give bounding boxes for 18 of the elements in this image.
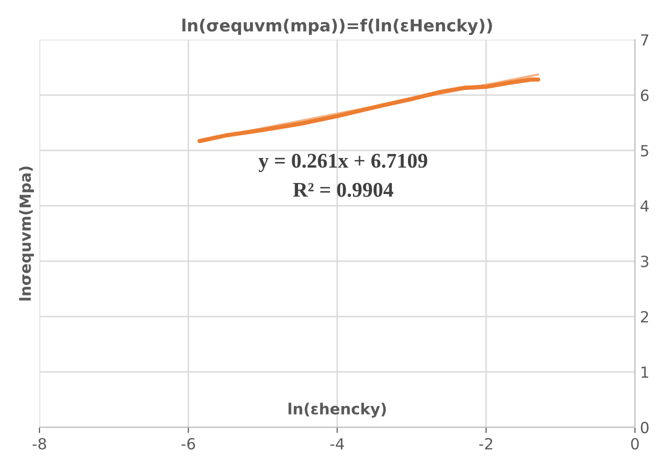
y-tick-label: 2: [640, 311, 648, 322]
y-tick-label: 1: [642, 366, 648, 378]
x-tick-label: -8: [32, 438, 46, 450]
y-tick-label: 3: [640, 256, 648, 268]
y-tick-label: 5: [641, 145, 648, 156]
x-tick-label: -4: [330, 438, 344, 450]
y-axis-title: lnσequvm(Mpa): [19, 166, 34, 300]
x-tick-label: -6: [181, 438, 196, 450]
x-tick-label: -2: [479, 438, 492, 450]
annotation: y = 0.261x + 6.7109: [258, 154, 428, 172]
y-tick-label: 4: [640, 200, 649, 212]
y-tick-label: 6: [640, 90, 649, 102]
chart-title: ln(σequvm(mpa))=f(ln(εHencky)): [182, 18, 492, 35]
x-axis-title: ln(εhencky): [288, 402, 386, 418]
annotation: R² = 0.9904: [293, 182, 394, 197]
y-tick-label: 7: [641, 34, 648, 46]
x-tick-label: 0: [631, 438, 639, 450]
y-tick-label: 0: [640, 422, 649, 434]
